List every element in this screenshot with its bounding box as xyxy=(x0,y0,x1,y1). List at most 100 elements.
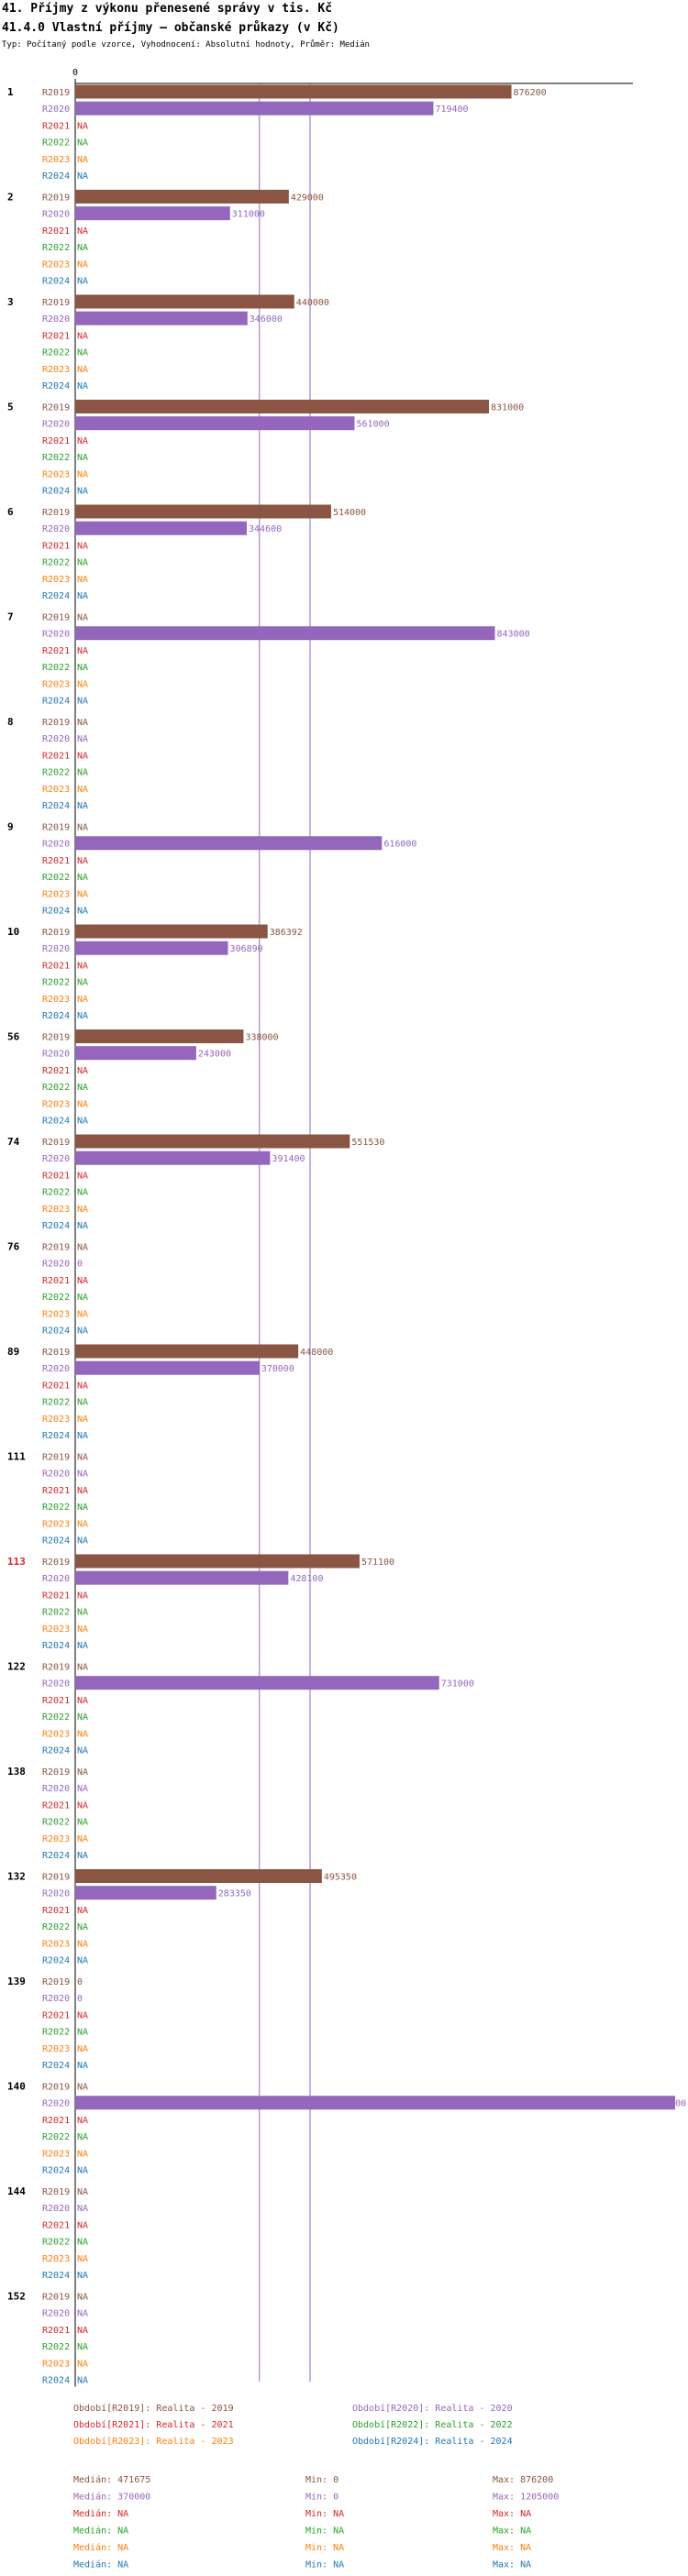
value-label-152-r2024: NA xyxy=(77,2376,88,2386)
value-label-8-r2022: NA xyxy=(77,768,88,778)
group-label-139: 139 xyxy=(7,1976,26,1987)
value-label-132-r2021: NA xyxy=(77,1906,88,1916)
value-label-138-r2022: NA xyxy=(77,1818,88,1828)
value-label-138-r2020: NA xyxy=(77,1784,88,1794)
group-label-89: 89 xyxy=(7,1346,19,1358)
value-label-138-r2019: NA xyxy=(77,1767,88,1778)
value-label-3-r2021: NA xyxy=(77,331,88,341)
series-label-9-r2019: R2019 xyxy=(42,823,70,833)
series-label-7-r2019: R2019 xyxy=(42,613,70,623)
value-label-122-r2024: NA xyxy=(77,1746,88,1756)
series-label-113-r2020: R2020 xyxy=(42,1574,70,1584)
bar-2-r2020 xyxy=(75,206,230,221)
bar-113-r2020 xyxy=(75,1570,289,1585)
value-label-132-r2022: NA xyxy=(77,1922,88,1932)
series-label-140-r2022: R2022 xyxy=(42,2132,70,2142)
legend-item-r2021: Období[R2021]: Realita - 2021 xyxy=(73,2419,234,2430)
series-label-152-r2019: R2019 xyxy=(42,2293,70,2303)
value-label-10-r2019: 386392 xyxy=(270,928,303,938)
stat-median-r2024: Medián: NA xyxy=(73,2559,128,2570)
value-label-144-r2023: NA xyxy=(77,2254,88,2264)
value-label-9-r2019: NA xyxy=(77,823,88,833)
group-label-5: 5 xyxy=(7,402,14,413)
value-label-111-r2022: NA xyxy=(77,1503,88,1513)
value-label-89-r2019: 448000 xyxy=(300,1348,333,1358)
series-label-76-r2020: R2020 xyxy=(42,1260,70,1270)
value-label-10-r2021: NA xyxy=(77,961,88,971)
bar-3-r2019 xyxy=(75,294,294,309)
value-label-8-r2024: NA xyxy=(77,801,88,811)
series-label-2-r2023: R2023 xyxy=(42,259,70,270)
value-label-76-r2023: NA xyxy=(77,1309,88,1319)
series-label-3-r2023: R2023 xyxy=(42,365,70,375)
series-label-6-r2019: R2019 xyxy=(42,508,70,518)
value-label-139-r2023: NA xyxy=(77,2044,88,2054)
series-label-132-r2023: R2023 xyxy=(42,1939,70,1949)
series-label-89-r2021: R2021 xyxy=(42,1381,70,1391)
legend-item-r2019: Období[R2019]: Realita - 2019 xyxy=(73,2403,234,2414)
series-label-56-r2020: R2020 xyxy=(42,1050,70,1060)
series-label-132-r2021: R2021 xyxy=(42,1906,70,1916)
value-label-1-r2023: NA xyxy=(77,155,88,165)
value-label-56-r2022: NA xyxy=(77,1083,88,1093)
value-label-89-r2024: NA xyxy=(77,1431,88,1441)
value-label-10-r2022: NA xyxy=(77,978,88,988)
stat-median-r2022: Medián: NA xyxy=(73,2526,128,2537)
value-label-56-r2021: NA xyxy=(77,1066,88,1076)
series-label-1-r2019: R2019 xyxy=(42,88,70,98)
series-label-2-r2024: R2024 xyxy=(42,277,70,287)
series-label-8-r2022: R2022 xyxy=(42,768,70,778)
group-label-7: 7 xyxy=(7,611,14,623)
series-label-113-r2021: R2021 xyxy=(42,1591,70,1601)
value-label-3-r2024: NA xyxy=(77,381,88,391)
stat-median-r2019: Medián: 471675 xyxy=(73,2474,150,2485)
series-label-113-r2024: R2024 xyxy=(42,1641,70,1651)
series-label-111-r2021: R2021 xyxy=(42,1486,70,1496)
series-label-2-r2020: R2020 xyxy=(42,210,70,220)
series-label-152-r2024: R2024 xyxy=(42,2376,70,2386)
series-label-2-r2022: R2022 xyxy=(42,243,70,253)
series-label-152-r2020: R2020 xyxy=(42,2309,70,2319)
stat-min-r2023: Min: NA xyxy=(305,2543,344,2553)
series-label-1-r2021: R2021 xyxy=(42,121,70,131)
value-label-111-r2020: NA xyxy=(77,1470,88,1480)
chart-info: Typ: Počítaný podle vzorce, Vyhodnocení:… xyxy=(2,40,370,50)
series-label-9-r2024: R2024 xyxy=(42,907,70,917)
series-label-56-r2022: R2022 xyxy=(42,1083,70,1093)
series-label-89-r2022: R2022 xyxy=(42,1398,70,1408)
series-label-140-r2019: R2019 xyxy=(42,2083,70,2093)
series-label-139-r2019: R2019 xyxy=(42,1977,70,1987)
value-label-132-r2019: 495350 xyxy=(324,1873,357,1883)
series-label-5-r2023: R2023 xyxy=(42,469,70,479)
series-label-6-r2022: R2022 xyxy=(42,558,70,568)
series-label-5-r2024: R2024 xyxy=(42,487,70,497)
value-label-113-r2020: 428100 xyxy=(290,1574,323,1584)
group-label-1: 1 xyxy=(7,86,14,98)
value-label-7-r2022: NA xyxy=(77,663,88,673)
series-label-74-r2023: R2023 xyxy=(42,1205,70,1215)
value-label-8-r2019: NA xyxy=(77,718,88,728)
series-label-74-r2020: R2020 xyxy=(42,1154,70,1164)
bar-1-r2020 xyxy=(75,101,434,116)
series-label-76-r2022: R2022 xyxy=(42,1293,70,1303)
group-label-2: 2 xyxy=(7,192,14,204)
value-label-2-r2022: NA xyxy=(77,243,88,253)
value-label-76-r2024: NA xyxy=(77,1327,88,1337)
group-label-3: 3 xyxy=(7,296,14,308)
bar-113-r2019 xyxy=(75,1554,360,1569)
value-label-111-r2023: NA xyxy=(77,1519,88,1529)
value-label-113-r2023: NA xyxy=(77,1624,88,1635)
bar-56-r2019 xyxy=(75,1029,244,1043)
series-label-10-r2022: R2022 xyxy=(42,978,70,988)
series-label-74-r2021: R2021 xyxy=(42,1171,70,1181)
value-label-6-r2020: 344600 xyxy=(249,524,282,534)
value-label-1-r2021: NA xyxy=(77,121,88,131)
series-label-5-r2019: R2019 xyxy=(42,403,70,413)
stat-max-r2019: Max: 876200 xyxy=(493,2475,553,2485)
value-label-132-r2023: NA xyxy=(77,1939,88,1949)
value-label-2-r2019: 429000 xyxy=(291,193,324,204)
series-label-122-r2019: R2019 xyxy=(42,1663,70,1673)
value-label-1-r2020: 719400 xyxy=(435,105,468,115)
value-label-111-r2024: NA xyxy=(77,1536,88,1547)
value-label-7-r2023: NA xyxy=(77,679,88,689)
